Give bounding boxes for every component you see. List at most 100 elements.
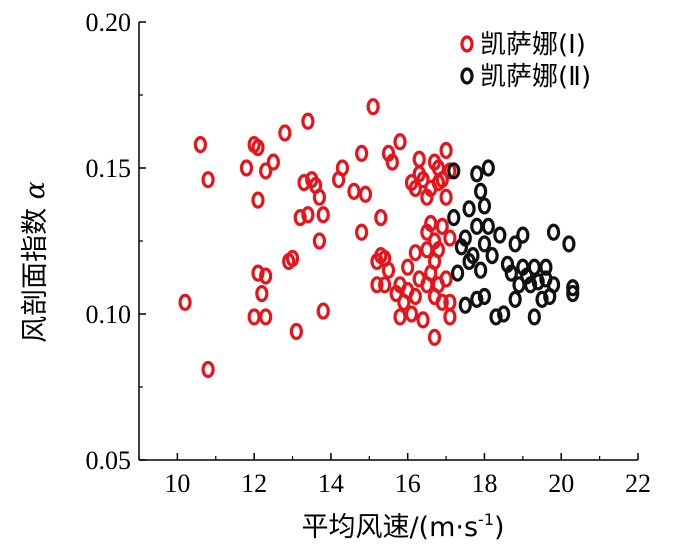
- x-tick-label: 22: [625, 469, 651, 498]
- data-point-series-1: [439, 270, 453, 288]
- data-point-series-2: [485, 247, 499, 265]
- data-points: [178, 98, 580, 379]
- data-point-series-1: [443, 229, 457, 247]
- x-tick-label: 18: [471, 469, 497, 498]
- data-point-series-1: [251, 138, 265, 157]
- data-point-series-1: [335, 159, 350, 177]
- data-point-series-2: [462, 200, 476, 218]
- data-point-series-1: [408, 244, 422, 262]
- data-point-series-2: [458, 296, 472, 314]
- data-point-series-1: [439, 141, 453, 160]
- x-tick-label: 14: [318, 469, 344, 498]
- data-point-series-1: [312, 188, 327, 206]
- data-point-series-2: [477, 235, 492, 253]
- x-axis-title: 平均风速/(m·s-1): [301, 510, 504, 543]
- data-point-series-1: [247, 308, 261, 326]
- legend: 凯萨娜(Ⅰ) 凯萨娜(Ⅱ): [460, 30, 591, 92]
- x-tick-label: 10: [164, 469, 190, 498]
- data-point-series-2: [470, 165, 484, 183]
- data-point-series-2: [535, 290, 549, 308]
- data-point-series-1: [312, 232, 327, 250]
- data-point-series-2: [497, 305, 511, 323]
- data-point-series-1: [301, 206, 315, 224]
- data-point-series-1: [416, 171, 430, 189]
- data-point-series-1: [316, 206, 330, 224]
- data-point-series-1: [201, 171, 215, 189]
- x-axis-title-superscript: -1: [478, 510, 494, 529]
- data-point-series-1: [385, 153, 399, 171]
- data-point-series-2: [508, 290, 522, 308]
- data-point-series-2: [447, 209, 461, 227]
- data-point-series-2: [508, 235, 522, 253]
- x-tick-label: 16: [395, 469, 421, 498]
- data-point-series-1: [370, 276, 384, 294]
- data-point-series-2: [504, 264, 518, 282]
- y-axis-title-text: 风剖面指数: [20, 208, 51, 343]
- data-point-series-2: [458, 229, 472, 247]
- data-point-series-2: [523, 276, 538, 294]
- x-tick-label: 20: [548, 469, 574, 498]
- legend-label-series-2: 凯萨娜(Ⅱ): [480, 62, 591, 92]
- data-point-series-2: [566, 284, 580, 303]
- data-point-series-1: [259, 267, 273, 285]
- legend-marker-series-2: [460, 67, 474, 85]
- data-point-series-2: [477, 287, 492, 306]
- data-point-series-1: [435, 217, 449, 235]
- data-point-series-2: [527, 258, 541, 276]
- y-tick-label: 0.15: [86, 154, 132, 183]
- data-point-series-1: [347, 182, 361, 200]
- data-point-series-1: [374, 209, 388, 227]
- data-point-series-1: [259, 308, 273, 326]
- data-point-series-1: [301, 112, 315, 130]
- data-point-series-2: [489, 308, 503, 326]
- data-point-series-2: [477, 197, 492, 215]
- y-axis-title: 风剖面指数 α: [20, 181, 51, 343]
- data-point-series-1: [259, 162, 273, 180]
- data-point-series-1: [251, 191, 265, 209]
- data-point-series-1: [278, 124, 292, 142]
- data-point-series-1: [408, 179, 422, 198]
- data-point-series-1: [239, 159, 254, 177]
- y-axis-ticks: 0.05 0.10 0.15 0.20: [86, 8, 146, 475]
- data-point-series-1: [355, 144, 369, 162]
- data-point-series-2: [470, 217, 484, 235]
- data-point-series-1: [297, 174, 311, 192]
- data-point-series-1: [416, 311, 430, 329]
- data-point-series-1: [378, 276, 392, 294]
- data-point-series-1: [285, 249, 300, 268]
- data-point-series-1: [427, 328, 442, 346]
- data-point-series-2: [447, 162, 461, 180]
- data-point-series-2: [566, 279, 580, 297]
- data-point-series-2: [527, 308, 541, 326]
- data-point-series-1: [443, 308, 457, 326]
- data-point-series-2: [450, 264, 465, 282]
- data-point-series-1: [431, 241, 445, 259]
- data-point-series-1: [443, 293, 457, 311]
- data-point-series-2: [562, 235, 576, 253]
- data-point-series-2: [474, 182, 488, 200]
- data-point-series-1: [366, 98, 380, 116]
- data-point-series-2: [493, 226, 507, 244]
- data-point-series-1: [255, 284, 269, 303]
- data-point-series-2: [539, 258, 553, 276]
- data-point-series-2: [470, 290, 484, 308]
- data-point-series-1: [393, 308, 407, 326]
- data-point-series-1: [381, 261, 396, 279]
- data-point-series-2: [466, 247, 480, 265]
- x-axis-ticks: 10 12 14 16 18 20 22: [138, 453, 651, 498]
- data-point-series-1: [251, 264, 265, 282]
- data-point-series-1: [266, 153, 280, 171]
- data-point-series-1: [393, 133, 407, 151]
- data-point-series-1: [289, 322, 303, 341]
- data-point-series-1: [435, 171, 449, 189]
- data-point-series-2: [481, 217, 495, 235]
- x-axis-title-tail: ): [494, 512, 505, 543]
- data-point-series-2: [546, 276, 561, 294]
- data-point-series-1: [412, 150, 426, 168]
- legend-marker-series-1: [460, 35, 474, 53]
- data-point-series-1: [293, 209, 307, 227]
- y-tick-label: 0.20: [86, 8, 132, 37]
- data-point-series-1: [201, 360, 215, 379]
- data-point-series-2: [531, 273, 545, 291]
